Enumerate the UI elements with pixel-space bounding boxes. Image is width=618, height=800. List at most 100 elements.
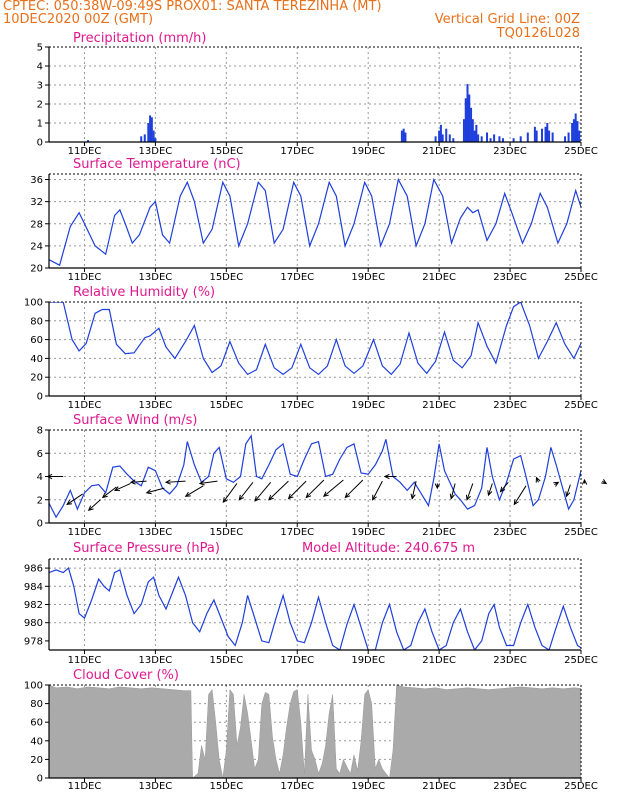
y-tick-label: 4	[37, 472, 43, 483]
y-tick-label: 24	[30, 241, 43, 252]
y-tick-label: 0	[37, 392, 43, 403]
wind-arrow	[383, 473, 397, 480]
wind-arrow	[164, 479, 186, 485]
wind-arrow-head	[581, 478, 588, 485]
x-tick-label: 11DEC	[68, 655, 102, 666]
wind-arrow	[238, 482, 254, 501]
x-tick-label: 21DEC	[422, 272, 456, 283]
precip-bar	[600, 114, 602, 143]
wind-arrow	[465, 483, 474, 501]
x-tick-label: 15DEC	[209, 781, 243, 792]
wind-arrow-head	[184, 491, 191, 497]
x-tick-label: 11DEC	[68, 527, 102, 538]
wind-arrow	[145, 487, 165, 495]
y-tick-label: 8	[37, 426, 43, 437]
precip-bar	[535, 130, 538, 142]
y-tick-label: 100	[24, 681, 43, 692]
wind-arrow	[513, 485, 527, 506]
wind-arrow-head	[434, 483, 440, 490]
wind-arrow-head	[565, 491, 571, 498]
panel-0: 0 1 2 3 4 5 11DEC 13DEC 15DEC 17DEC 19DEC 21DEC 23DE…	[37, 31, 617, 157]
precip-bar	[501, 138, 504, 142]
x-tick-label: 25DEC	[564, 527, 598, 538]
wind-arrow	[581, 478, 588, 485]
y-tick-label: 40	[30, 354, 43, 365]
wind-arrow-head	[129, 479, 136, 485]
precip-bar	[150, 117, 153, 142]
y-tick-label: 2	[37, 495, 43, 506]
x-tick-label: 21DEC	[422, 146, 456, 157]
series-line	[49, 434, 581, 519]
wind-arrow-head	[372, 494, 377, 501]
precip-bar	[404, 132, 407, 142]
data-layer	[49, 302, 581, 376]
y-tick-label: 0	[37, 774, 43, 785]
precip-bar	[493, 134, 496, 142]
panel-5: 0 20 40 60 80 100 11DEC 13DEC 15DEC 17DEC 19DEC 21D…	[24, 668, 598, 792]
wind-arrow	[487, 483, 493, 497]
x-tick-label: 11DEC	[68, 781, 102, 792]
wind-arrow-head	[344, 492, 351, 499]
wind-arrow-head	[113, 486, 120, 492]
wind-arrow-shaft	[166, 480, 186, 483]
wind-arrow	[198, 480, 218, 486]
wind-arrow-head	[601, 479, 608, 485]
precip-bar	[147, 123, 150, 142]
precip-bar	[400, 130, 403, 142]
wind-arrow-shaft	[222, 483, 238, 503]
precip-bar	[551, 132, 554, 142]
station-info: CPTEC: 050:38W-09:49S PROX01: SANTA TERE…	[3, 0, 382, 14]
wind-arrow-shaft	[102, 486, 117, 498]
y-tick-label: 5	[37, 43, 43, 54]
model-altitude-label: Model Altitude: 240.675 m	[302, 541, 475, 556]
wind-arrow-shaft	[411, 481, 417, 499]
wind-arrow	[66, 493, 83, 506]
wind-arrow-head	[410, 493, 416, 500]
precip-bar	[486, 132, 489, 142]
wind-arrow	[449, 483, 456, 500]
wind-arrow-head	[383, 473, 390, 480]
x-tick-label: 17DEC	[280, 781, 314, 792]
wind-arrow-shaft	[565, 484, 571, 497]
precip-bar	[512, 138, 515, 142]
wind-arrow	[553, 481, 560, 487]
precip-bar	[571, 123, 574, 142]
wind-arrow	[305, 479, 325, 499]
wind-arrow-shaft	[305, 479, 325, 498]
y-tick-label: 60	[30, 335, 43, 346]
header: CPTEC: 050:38W-09:49S PROX01: SANTA TERE…	[0, 0, 618, 48]
precip-bar	[434, 136, 437, 142]
x-tick-label: 17DEC	[280, 146, 314, 157]
precip-bar	[564, 136, 567, 142]
wind-arrow	[184, 485, 204, 497]
precip-bar	[574, 113, 577, 142]
precip-bar	[468, 94, 471, 142]
wind-arrow-head	[499, 486, 506, 493]
y-tick-label: 40	[30, 736, 43, 747]
y-tick-label: 978	[24, 636, 43, 647]
panel-title: Relative Humidity (%)	[73, 285, 215, 300]
wind-arrow-head	[164, 479, 171, 485]
x-tick-label: 25DEC	[564, 400, 598, 411]
precip-bar	[462, 119, 465, 142]
wind-arrow-shaft	[268, 480, 289, 501]
wind-arrow-head	[305, 492, 312, 499]
precip-bar	[615, 138, 617, 142]
wind-arrow-head	[465, 494, 471, 501]
precip-bar	[143, 134, 146, 142]
wind-arrow	[344, 479, 364, 499]
panel-title: Surface Pressure (hPa)	[73, 541, 220, 556]
data-layer	[49, 434, 581, 519]
x-tick-label: 13DEC	[139, 527, 173, 538]
wind-arrow-head	[287, 493, 294, 500]
precip-bar	[603, 114, 605, 143]
wind-arrow	[268, 480, 289, 501]
precip-bar	[601, 102, 603, 142]
cloud-cover-area	[49, 685, 581, 778]
y-tick-label: 28	[30, 219, 43, 230]
panel-3: 0 2 4 6 8 11DEC 13DEC 15DEC 17DEC 19DEC 21DEC 23DEC…	[37, 413, 608, 538]
x-tick-label: 13DEC	[139, 400, 173, 411]
precip-bar	[585, 138, 587, 142]
wind-arrow-shaft	[500, 481, 509, 492]
panel-title: Precipitation (mm/h)	[73, 31, 206, 46]
